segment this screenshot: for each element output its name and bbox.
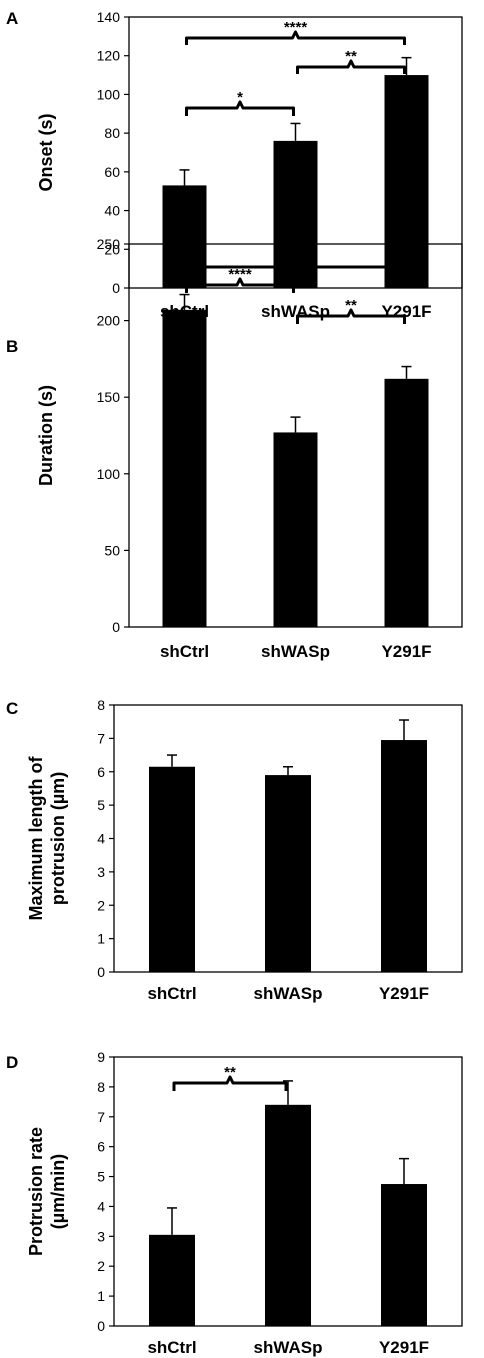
y-tick-label: 140: [97, 9, 121, 25]
y-tick-label: 60: [104, 164, 120, 180]
y-tick-label: 9: [97, 1049, 105, 1065]
significance-label: ***: [287, 248, 305, 265]
chart-panel-d: D 0 1 2 3 4 5 6 7 8 9 Protrusion rate (µm/min) shCtrl…: [6, 1049, 463, 1357]
category-label: shWASp: [254, 1338, 323, 1357]
category-label: Y291F: [381, 642, 431, 661]
y-tick-label: 120: [97, 48, 121, 64]
y-tick-label: 7: [97, 730, 105, 746]
chart-panel-c: C 0 1 2 3 4 5 6 7 8 Maximum length of protrusion (µ…: [6, 697, 463, 1003]
category-label: shWASp: [261, 302, 330, 321]
y-tick-label: 0: [112, 280, 120, 296]
significance-bracket: [185, 259, 406, 274]
category-label: shCtrl: [160, 642, 209, 661]
y-tick-label: 200: [97, 313, 121, 329]
y-tick-label: 4: [97, 1198, 105, 1214]
significance-label: **: [345, 48, 357, 65]
category-label: shCtrl: [147, 984, 196, 1003]
bar-y291f: [384, 75, 429, 288]
y-tick-label: 40: [104, 203, 120, 219]
y-tick-label: 8: [97, 1079, 105, 1095]
y-tick-label: 100: [97, 86, 121, 102]
y-tick-label: 1: [97, 931, 105, 947]
bar-shctrl: [162, 185, 207, 288]
y-tick-label: 3: [97, 864, 105, 880]
y-tick-label: 8: [97, 697, 105, 713]
y-axis-title: Maximum length of protrusion (µm): [26, 755, 68, 920]
y-tick-label: 0: [97, 964, 105, 980]
significance-bracket: [296, 59, 406, 74]
panel-letter: B: [6, 337, 18, 356]
y-tick-label: 1: [97, 1288, 105, 1304]
bar-y291f: [384, 378, 429, 627]
y-tick-label: 0: [97, 1318, 105, 1334]
significance-label: **: [224, 1064, 236, 1081]
y-tick-label: 150: [97, 389, 121, 405]
bar-shctrl: [149, 766, 195, 972]
significance-bracket: [185, 277, 295, 293]
category-label: shWASp: [261, 642, 330, 661]
y-tick-label: 6: [97, 1139, 105, 1155]
bar-shwasp: [273, 432, 318, 627]
significance-label: **: [345, 297, 357, 314]
bar-y291f: [381, 740, 427, 972]
y-tick-label: 100: [97, 466, 121, 482]
y-tick-label: 5: [97, 797, 105, 813]
y-axis-title: Protrusion rate (µm/min): [26, 1127, 68, 1256]
y-tick-label: 3: [97, 1228, 105, 1244]
category-label: Y291F: [379, 1338, 429, 1357]
bar-shwasp: [265, 1104, 311, 1326]
y-tick-label: 2: [97, 1258, 105, 1274]
category-label: Y291F: [381, 302, 431, 321]
category-label: Y291F: [379, 984, 429, 1003]
y-tick-label: 2: [97, 897, 105, 913]
significance-bracket: [296, 308, 406, 324]
significance-label: ****: [284, 19, 308, 36]
category-label: shWASp: [254, 984, 323, 1003]
significance-bracket: [172, 1075, 288, 1091]
y-tick-label: 4: [97, 831, 105, 847]
significance-bracket: [185, 100, 295, 116]
significance-label: *: [237, 89, 243, 106]
y-axis-title: Duration (s): [36, 385, 56, 486]
bar-shctrl: [162, 309, 207, 627]
bar-shctrl: [149, 1234, 195, 1326]
bar-y291f: [381, 1184, 427, 1326]
y-tick-label: 80: [104, 125, 120, 141]
y-tick-label: 50: [104, 542, 120, 558]
panel-letter: D: [6, 1053, 18, 1072]
category-label: shCtrl: [147, 1338, 196, 1357]
y-tick-label: 5: [97, 1169, 105, 1185]
y-tick-label: 7: [97, 1109, 105, 1125]
significance-bracket: [185, 30, 406, 45]
y-axis-title: Onset (s): [36, 113, 56, 191]
y-tick-label: 20: [104, 241, 120, 257]
significance-label: ****: [228, 266, 252, 283]
bar-shwasp: [265, 775, 311, 972]
y-tick-label: 250: [97, 236, 121, 252]
y-tick-label: 0: [112, 619, 120, 635]
panel-letter: C: [6, 699, 18, 718]
panel-letter: A: [6, 9, 18, 28]
y-tick-label: 6: [97, 764, 105, 780]
